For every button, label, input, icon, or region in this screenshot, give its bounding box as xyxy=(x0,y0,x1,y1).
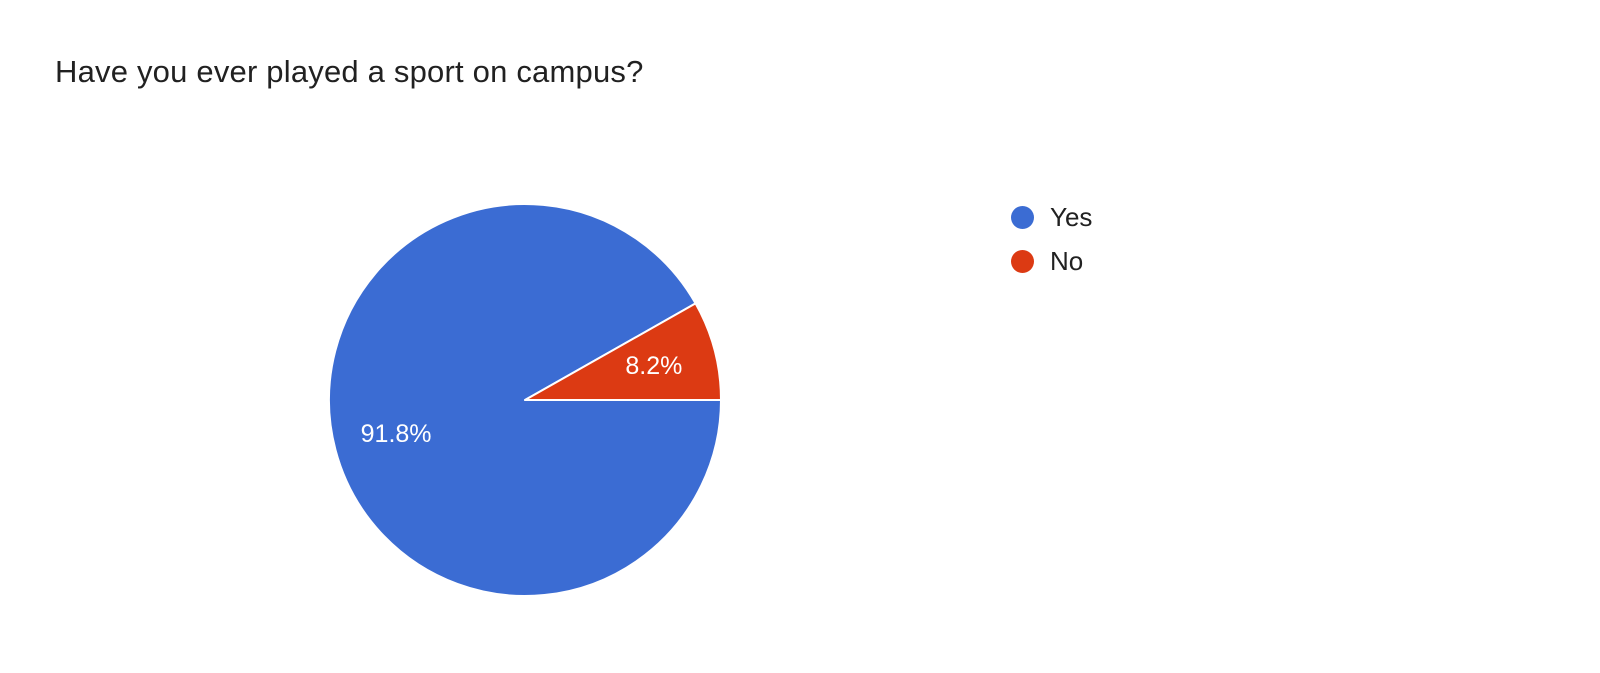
legend-item-no: No xyxy=(1011,244,1092,278)
legend-item-label: Yes xyxy=(1050,202,1093,232)
chart-legend: Yes No xyxy=(1011,200,1092,278)
pie-slice-percent-label-no: 8.2% xyxy=(625,352,682,380)
legend-item-label: No xyxy=(1050,246,1084,276)
pie-slice-percent-label-yes: 91.8% xyxy=(361,420,432,448)
legend-color-dot-icon xyxy=(1011,205,1034,229)
pie-slice-no[interactable] xyxy=(524,302,722,401)
question-title: Have you ever played a sport on campus? xyxy=(55,54,644,89)
legend-item-yes: Yes xyxy=(1011,200,1092,234)
pie-chart: 91.8% 8.2% xyxy=(328,203,722,597)
legend-color-dot-icon xyxy=(1011,249,1034,273)
